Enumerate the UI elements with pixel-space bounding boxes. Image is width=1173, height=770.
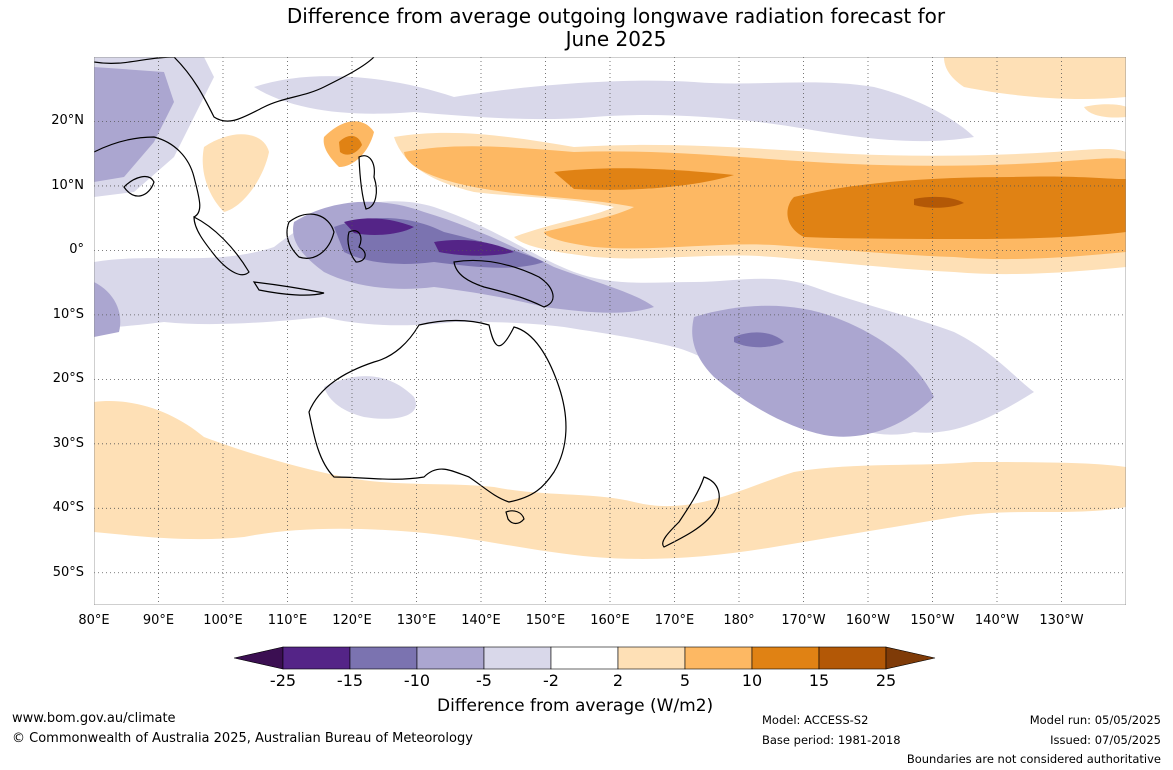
model-run-date: Model run: 05/05/2025 — [1029, 713, 1161, 727]
sri-lanka-coastline — [123, 175, 155, 197]
colorbar-tick-label: 10 — [741, 671, 763, 690]
longitude-label: 160°W — [845, 613, 891, 628]
map-title-line-2: June 2025 — [565, 27, 667, 51]
colorbar-bin — [617, 646, 686, 670]
colorbar-bin — [416, 646, 485, 670]
longitude-label: 150°E — [525, 613, 566, 628]
tasmania-coastline — [505, 510, 525, 525]
longitude-label: 180° — [723, 613, 755, 628]
colorbar-tick-label: -2 — [543, 671, 559, 690]
sulawesi-coastline — [347, 230, 366, 263]
latitude-label: 0° — [69, 242, 84, 258]
latitude-label: 20°N — [51, 113, 84, 129]
negative-anomaly-regions — [94, 57, 1034, 437]
longitude-label: 120°E — [332, 613, 372, 628]
longitude-label: 140°E — [461, 613, 501, 628]
boundaries-disclaimer: Boundaries are not considered authoritat… — [906, 752, 1161, 766]
colorbar-bin — [483, 646, 552, 670]
australia-coastline — [308, 319, 567, 503]
colorbar-bin — [550, 646, 619, 670]
longitude-label: 80°E — [78, 613, 110, 628]
website-link[interactable]: www.bom.gov.au/climate — [12, 711, 176, 726]
longitude-label: 160°E — [590, 613, 630, 628]
colorbar-tick-label: -5 — [476, 671, 492, 690]
colorbar-extend-low — [234, 646, 284, 670]
colorbar-title: Difference from average (W/m2) — [437, 696, 714, 716]
colorbar-extend-high — [885, 646, 936, 670]
colorbar — [234, 646, 936, 670]
latitude-label: 10°S — [52, 306, 84, 322]
latitude-label: 40°S — [52, 500, 84, 516]
asia-coastline — [94, 57, 375, 218]
longitude-label: 170°E — [654, 613, 695, 628]
colorbar-bin — [751, 646, 820, 670]
map-title-line-1: Difference from average outgoing longwav… — [286, 4, 946, 28]
colorbar-tick-label: 2 — [612, 671, 624, 690]
longitude-label: 170°W — [781, 613, 826, 628]
latitude-label: 30°S — [52, 435, 84, 451]
sumatra-coastline — [193, 216, 250, 276]
new-zealand-coastline — [662, 476, 720, 548]
latitude-label: 20°S — [52, 371, 84, 387]
model-name: Model: ACCESS-S2 — [762, 713, 869, 727]
java-coastline — [252, 281, 325, 296]
colorbar-tick-label: -15 — [336, 671, 364, 690]
coastlines — [94, 57, 720, 548]
colorbar-bin — [818, 646, 887, 670]
latitude-label: 50°S — [52, 564, 84, 580]
issued-date: Issued: 07/05/2025 — [1050, 733, 1161, 747]
copyright-text: © Commonwealth of Australia 2025, Austra… — [12, 731, 473, 746]
colorbar-tick-label: -25 — [269, 671, 297, 690]
gridlines — [94, 57, 1126, 605]
colorbar-tick-label: -10 — [403, 671, 431, 690]
longitude-label: 130°E — [396, 613, 437, 628]
latitude-label: 10°N — [51, 177, 84, 193]
longitude-label: 130°W — [1039, 613, 1084, 628]
colorbar-tick-label: 25 — [875, 671, 897, 690]
positive-anomaly-regions — [94, 57, 1126, 559]
new-guinea-coastline — [453, 259, 554, 308]
borneo-coastline — [286, 213, 335, 259]
olr-anomaly-map — [94, 57, 1126, 605]
base-period: Base period: 1981-2018 — [762, 733, 901, 747]
colorbar-bin — [282, 646, 351, 670]
colorbar-tick-label: 15 — [808, 671, 830, 690]
longitude-label: 110°E — [267, 613, 308, 628]
philippines-coastline — [358, 155, 377, 210]
colorbar-bin — [349, 646, 418, 670]
longitude-label: 100°E — [203, 613, 243, 628]
colorbar-tick-label: 5 — [679, 671, 691, 690]
longitude-label: 140°W — [974, 613, 1020, 628]
longitude-label: 90°E — [142, 613, 175, 628]
colorbar-bin — [684, 646, 753, 670]
longitude-label: 150°W — [910, 613, 955, 628]
